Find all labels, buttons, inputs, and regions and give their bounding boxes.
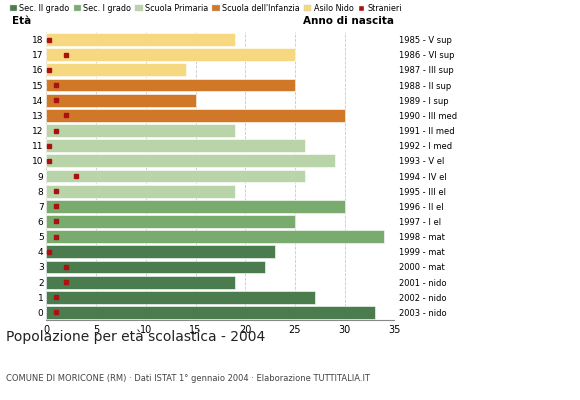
Bar [46, 154, 335, 167]
Bar [46, 306, 375, 319]
Bar [46, 48, 295, 61]
Bar [46, 64, 186, 76]
Bar [46, 139, 305, 152]
Text: Anno di nascita: Anno di nascita [303, 16, 394, 26]
Bar [46, 230, 385, 243]
Bar [46, 245, 275, 258]
Text: Età: Età [12, 16, 31, 26]
Bar [46, 215, 295, 228]
Legend: Sec. II grado, Sec. I grado, Scuola Primaria, Scuola dell'Infanzia, Asilo Nido, : Sec. II grado, Sec. I grado, Scuola Prim… [10, 4, 401, 13]
Bar [46, 124, 235, 137]
Bar [46, 170, 305, 182]
Bar [46, 260, 265, 273]
Bar [46, 109, 345, 122]
Text: Popolazione per età scolastica - 2004: Popolazione per età scolastica - 2004 [6, 330, 265, 344]
Bar [46, 185, 235, 198]
Bar [46, 33, 235, 46]
Bar [46, 291, 315, 304]
Bar [46, 276, 235, 288]
Bar [46, 200, 345, 213]
Bar [46, 79, 295, 92]
Bar [46, 94, 195, 107]
Text: COMUNE DI MORICONE (RM) · Dati ISTAT 1° gennaio 2004 · Elaborazione TUTTITALIA.I: COMUNE DI MORICONE (RM) · Dati ISTAT 1° … [6, 374, 370, 383]
